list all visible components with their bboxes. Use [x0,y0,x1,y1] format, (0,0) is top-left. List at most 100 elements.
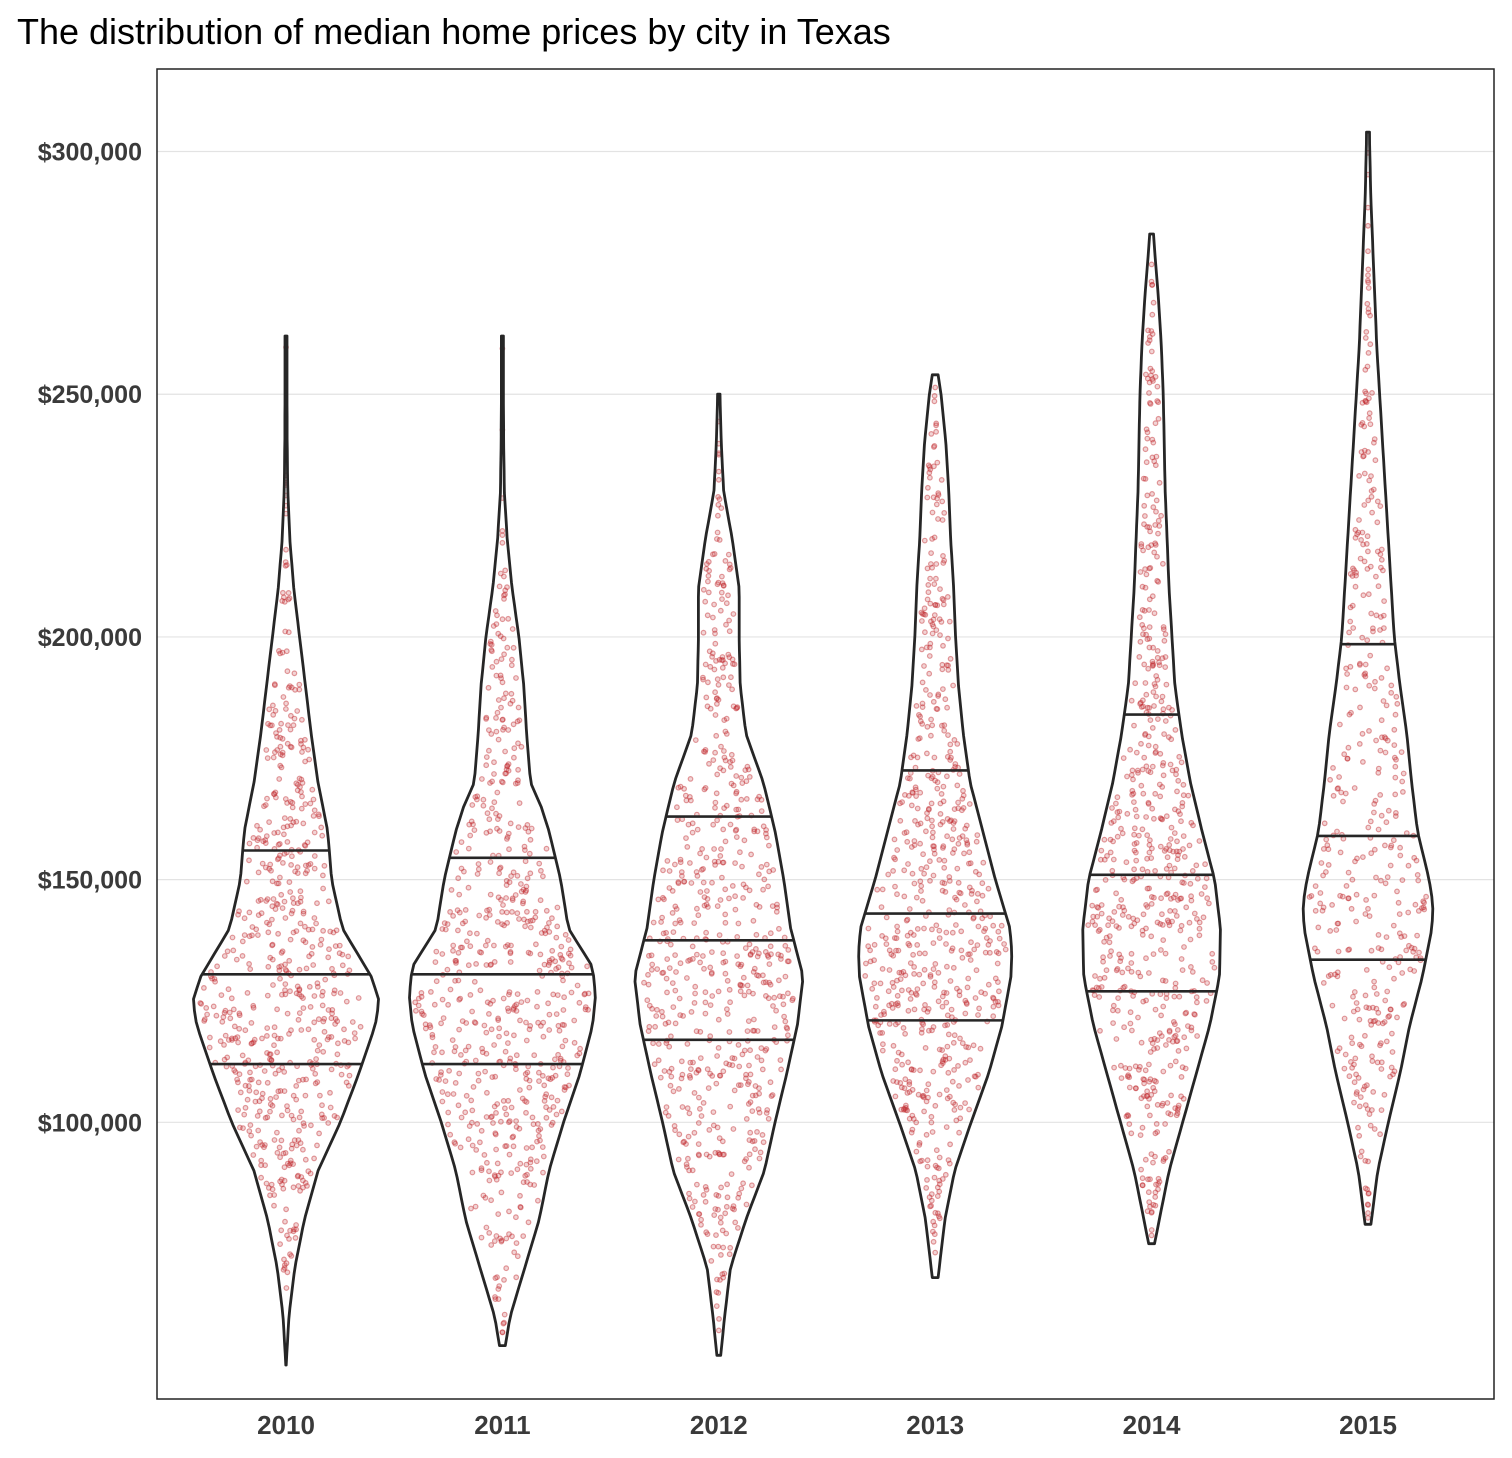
data-point [758,1045,765,1051]
data-point [912,818,918,824]
data-point [719,664,726,671]
data-point [463,1092,470,1099]
data-point [478,1167,485,1174]
data-point [300,1177,306,1184]
data-point [549,915,555,922]
data-point [746,988,752,995]
data-point [280,860,286,866]
data-point [926,653,933,659]
data-point [688,880,695,886]
data-point [740,881,747,888]
data-point [928,800,935,807]
data-point [282,559,289,565]
data-point [895,1002,901,1009]
data-point [1369,1058,1376,1064]
data-point [667,1082,674,1089]
data-point [1130,776,1136,783]
data-point [921,870,927,877]
data-point [925,1094,931,1101]
data-point [495,736,502,743]
data-point [482,1068,489,1075]
data-point [784,958,791,965]
data-point [1166,1027,1173,1034]
data-point [533,1158,540,1165]
data-point [975,1071,981,1078]
data-point [719,1271,726,1278]
data-point [559,1043,566,1050]
data-point [1320,980,1327,986]
data-point [260,838,267,845]
data-point [1365,1190,1372,1197]
data-point [1132,1085,1139,1092]
data-point [1311,945,1318,952]
data-point [918,1029,925,1036]
data-point [327,928,334,935]
data-point [919,700,926,707]
data-point [236,1025,243,1032]
data-point [686,1167,692,1174]
data-point [544,924,550,931]
data-point [285,596,292,603]
violin-outline [1081,232,1222,1246]
data-point [1184,1023,1191,1029]
data-point [1191,910,1198,917]
data-point [290,819,297,826]
data-point [645,981,652,988]
data-point [713,1289,720,1295]
data-point [1146,644,1153,651]
data-point [664,858,671,864]
data-point [985,941,992,948]
data-point [1357,1153,1364,1160]
data-point [1115,995,1121,1001]
data-point [463,1020,470,1026]
data-point [953,1117,960,1124]
data-point [940,642,946,649]
data-point [1183,1045,1190,1052]
data-point [901,867,908,874]
data-point [457,944,464,951]
data-point [1147,1076,1154,1083]
data-point [489,1074,496,1080]
data-point [222,1032,229,1039]
data-point [700,674,706,681]
data-point [995,928,1002,935]
data-point [504,834,511,840]
data-point [1341,751,1348,758]
data-point [319,832,326,839]
data-point [279,752,286,759]
data-point [294,708,301,714]
data-point [1167,1062,1174,1069]
data-point [1418,905,1425,911]
data-point [442,1078,449,1084]
data-point [929,926,935,933]
x-tick-label: 2014 [1123,1410,1181,1440]
data-point [543,907,550,914]
data-point [928,1202,934,1209]
data-point [701,786,708,793]
data-point [540,1153,547,1160]
data-point [433,978,440,985]
data-point [1353,1071,1359,1078]
data-point [1146,837,1153,844]
data-point [1145,970,1152,976]
data-point [439,1089,446,1095]
violin-outline [857,373,1014,1279]
data-point [928,1119,935,1126]
data-point [474,793,481,800]
data-point [509,656,515,663]
data-point [709,949,715,955]
data-point [918,609,925,616]
data-point [715,1289,722,1296]
data-point [477,1139,483,1146]
data-point [669,888,676,894]
data-point [932,602,939,608]
data-point [936,927,943,934]
data-point [236,1071,243,1078]
data-point [1148,894,1155,900]
data-point [1368,488,1375,494]
data-point [985,981,992,988]
data-point [520,898,527,905]
data-point [935,1210,941,1217]
data-point [526,850,533,857]
data-point [1155,1186,1161,1193]
